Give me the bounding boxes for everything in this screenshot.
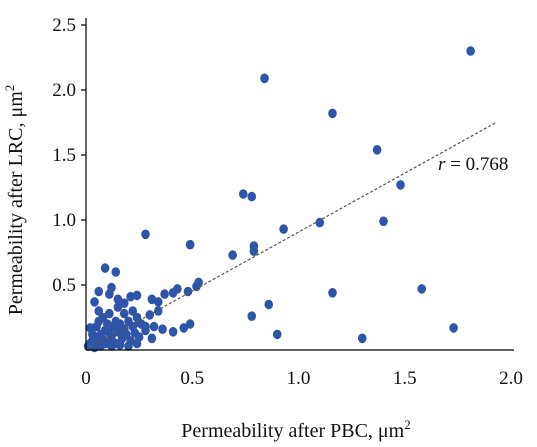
data-point (147, 333, 157, 344)
data-point (115, 340, 125, 350)
data-point (119, 298, 129, 309)
y-axis-title-superscript: 2 (2, 85, 17, 92)
data-point (105, 308, 114, 319)
data-point (260, 73, 269, 84)
data-point (328, 108, 337, 119)
data-point (160, 289, 169, 299)
data-point (102, 319, 112, 329)
data-point (134, 317, 144, 328)
data-point (111, 267, 121, 277)
data-point (119, 308, 129, 319)
plot-area (83, 46, 497, 353)
data-point (315, 217, 325, 228)
data-point (249, 246, 259, 256)
x-tick-label: 2.0 (499, 368, 523, 389)
x-axis-title-text: Permeability after PBC, μm (181, 420, 404, 442)
data-point (113, 294, 123, 305)
data-point (153, 297, 163, 307)
data-point (183, 286, 193, 297)
y-tick-label: 2.0 (52, 80, 76, 101)
data-point (372, 145, 382, 155)
data-point (126, 291, 135, 302)
data-point (247, 191, 257, 202)
data-point (247, 311, 257, 322)
data-point (185, 319, 195, 329)
data-point (396, 180, 405, 190)
data-point (113, 302, 123, 312)
data-point (128, 306, 138, 316)
y-tick-label: 2.5 (52, 15, 76, 36)
data-point (238, 189, 248, 199)
data-point (124, 341, 133, 351)
y-tick-label: 0.5 (52, 275, 76, 296)
data-point (272, 329, 282, 340)
data-point (328, 288, 337, 298)
data-point (185, 239, 195, 250)
x-tick-label: 1.5 (393, 368, 417, 389)
x-tick-label: 0 (81, 368, 91, 389)
data-point (179, 323, 189, 333)
data-point (264, 299, 274, 310)
y-axis-title: Permeability after LRC, μm2 (2, 85, 27, 316)
data-point (228, 250, 237, 260)
data-point (417, 284, 427, 294)
data-point (449, 323, 458, 333)
correlation-value: = 0.768 (445, 154, 508, 175)
data-point (107, 341, 116, 351)
data-point (90, 334, 99, 345)
y-tick-label: 1.0 (52, 210, 76, 231)
correlation-symbol: r (438, 154, 446, 175)
y-tick-label: 1.5 (52, 145, 76, 166)
data-point (111, 316, 121, 327)
data-point (168, 327, 178, 337)
data-point (94, 306, 104, 316)
data-point (194, 277, 203, 288)
data-point (132, 338, 142, 349)
data-point (141, 229, 150, 240)
x-tick-label: 0.5 (180, 368, 204, 389)
x-tick-label: 1.0 (287, 368, 311, 389)
data-point (100, 263, 110, 273)
data-point (466, 46, 475, 56)
data-point (173, 284, 182, 294)
data-point (379, 216, 388, 227)
tick-labels: 0 0.5 1.0 1.5 2.0 0.5 1.0 1.5 2.0 2.5 (52, 15, 523, 389)
data-point (357, 333, 367, 344)
data-point (141, 321, 150, 332)
data-point (132, 290, 142, 301)
data-point (279, 224, 288, 234)
data-point (94, 286, 104, 297)
data-point (149, 321, 159, 332)
regression-line (85, 121, 497, 351)
x-axis-title: Permeability after PBC, μm2 (181, 417, 410, 442)
data-point (90, 297, 99, 307)
data-point (107, 282, 116, 293)
y-axis-title-text: Permeability after LRC, μm (5, 91, 27, 315)
data-point (158, 324, 167, 335)
x-axis-title-superscript: 2 (404, 417, 411, 432)
correlation-annotation: r = 0.768 (438, 154, 508, 175)
